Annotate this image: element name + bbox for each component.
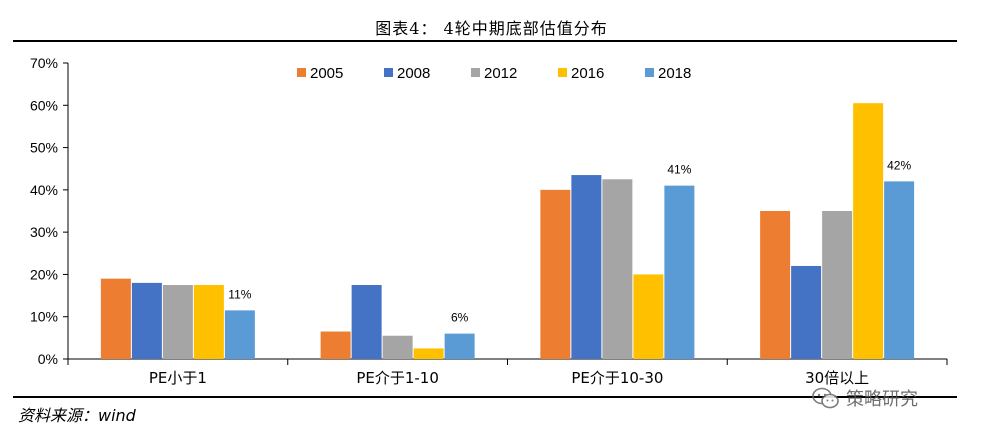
bar-2008 <box>351 285 382 359</box>
bar-2005 <box>100 278 131 359</box>
legend-label-2018: 2018 <box>658 65 691 82</box>
x-category-label: PE介于10-30 <box>571 369 663 387</box>
legend-swatch-2016 <box>558 68 567 77</box>
legend-swatch-2008 <box>384 68 393 77</box>
data-label: 11% <box>228 287 251 301</box>
bar-2018 <box>444 333 475 359</box>
y-tick-label: 30% <box>30 224 58 240</box>
y-tick-label: 0% <box>38 351 58 367</box>
y-tick-label: 50% <box>30 140 58 156</box>
legend-label-2005: 2005 <box>310 65 343 82</box>
bar-2016 <box>853 103 884 360</box>
legend-swatch-2018 <box>645 68 654 77</box>
data-label: 6% <box>451 311 469 325</box>
bar-2012 <box>162 285 193 359</box>
wechat-icon <box>812 387 839 409</box>
bar-2005 <box>540 189 571 359</box>
top-rule <box>13 40 957 42</box>
bar-2005 <box>320 331 351 359</box>
data-label: 41% <box>667 163 691 177</box>
bar-2012 <box>602 179 633 359</box>
y-tick-label: 70% <box>30 55 58 71</box>
bar-2018 <box>664 185 695 359</box>
watermark-text: 策略研究 <box>846 389 918 410</box>
watermark: 策略研究 <box>812 385 918 411</box>
y-tick-label: 10% <box>30 309 58 325</box>
bar-2016 <box>193 285 224 359</box>
bar-2018 <box>884 181 915 359</box>
source-note: 资料来源：wind <box>18 406 136 425</box>
bar-2008 <box>791 265 822 359</box>
y-tick-label: 40% <box>30 182 58 198</box>
legend-label-2012: 2012 <box>484 65 517 82</box>
bottom-rule <box>13 396 957 398</box>
bar-2008 <box>571 175 602 359</box>
bar-2008 <box>131 282 162 359</box>
data-label: 42% <box>887 158 911 172</box>
legend-swatch-2012 <box>471 68 480 77</box>
bar-2016 <box>413 348 444 359</box>
bar-2012 <box>822 211 853 359</box>
bar-2018 <box>224 310 255 359</box>
y-tick-label: 60% <box>30 97 58 113</box>
bar-2012 <box>382 335 413 359</box>
legend-swatch-2005 <box>297 68 306 77</box>
x-category-label: PE小于1 <box>149 369 207 387</box>
x-category-label: PE介于1-10 <box>356 369 439 387</box>
x-category-label: 30倍以上 <box>805 369 869 387</box>
y-tick-label: 20% <box>30 266 58 282</box>
legend-label-2008: 2008 <box>397 65 430 82</box>
legend-label-2016: 2016 <box>571 65 604 82</box>
bar-2016 <box>633 274 664 359</box>
bar-2005 <box>760 211 791 359</box>
chart-title: 图表4： 4轮中期底部估值分布 <box>375 19 608 38</box>
